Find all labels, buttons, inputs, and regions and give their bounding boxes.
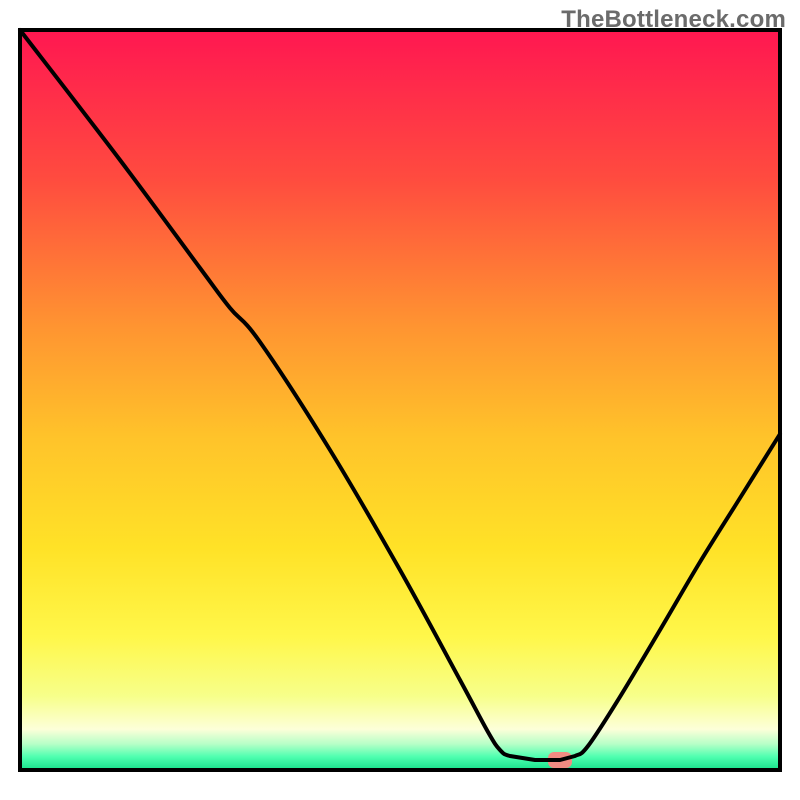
chart-container: TheBottleneck.com [0, 0, 800, 800]
chart-gradient-bg [20, 30, 780, 770]
bottleneck-curve-chart [0, 0, 800, 800]
